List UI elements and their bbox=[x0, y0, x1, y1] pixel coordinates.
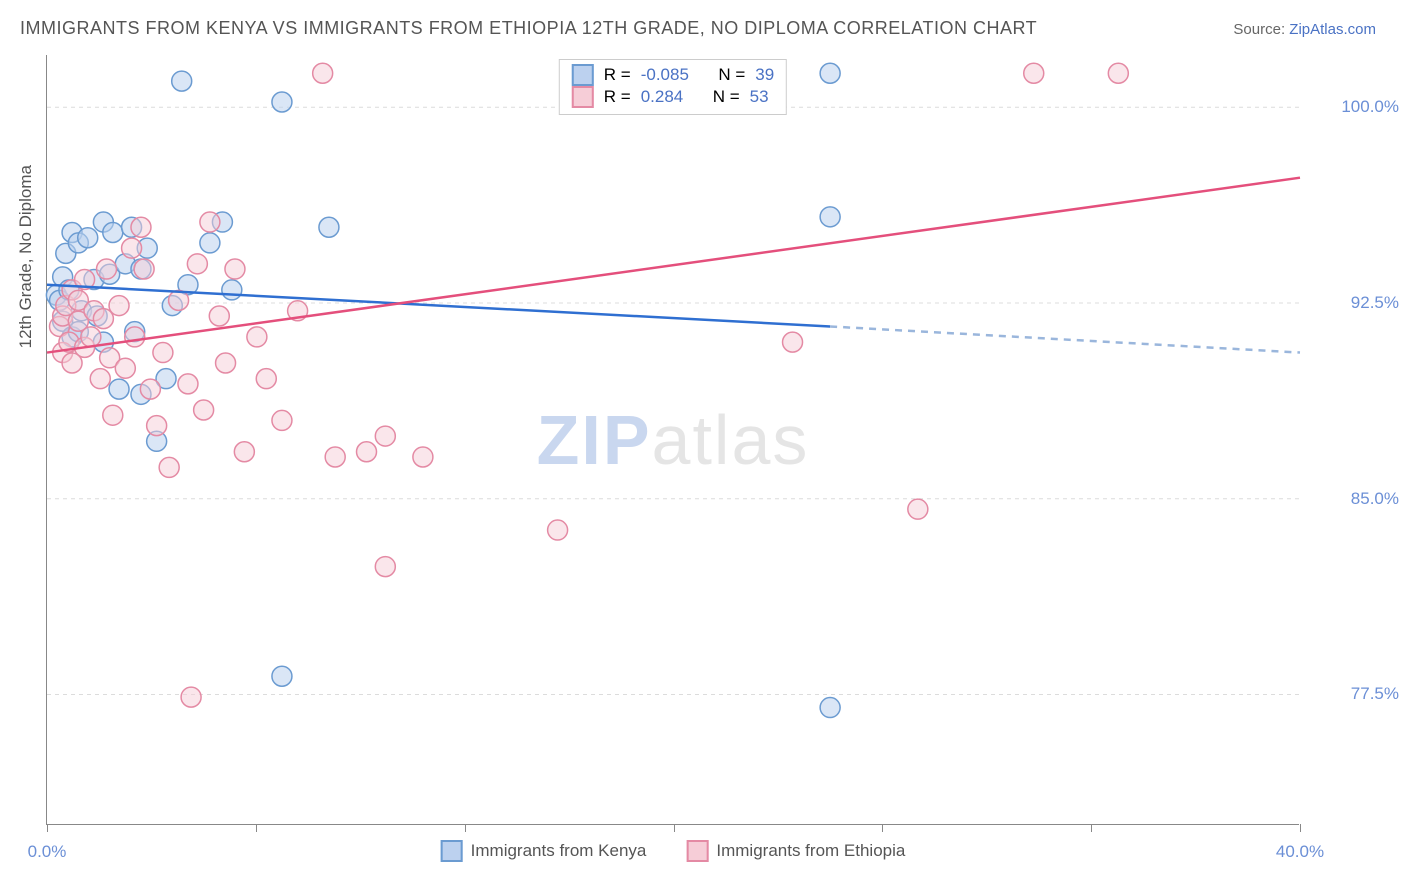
y-axis-label: 12th Grade, No Diploma bbox=[16, 165, 36, 348]
scatter-point bbox=[147, 416, 167, 436]
scatter-point bbox=[375, 426, 395, 446]
trend-line-kenya-dashed bbox=[830, 326, 1300, 352]
y-tick: 100.0% bbox=[1309, 97, 1399, 117]
source-label: Source: bbox=[1233, 21, 1285, 38]
n-value-kenya: 39 bbox=[755, 65, 774, 85]
x-tick-mark bbox=[1300, 824, 1301, 832]
scatter-point bbox=[216, 353, 236, 373]
chart-title: IMMIGRANTS FROM KENYA VS IMMIGRANTS FROM… bbox=[20, 18, 1037, 39]
scatter-point bbox=[153, 343, 173, 363]
plot-area: ZIPatlas R = -0.085 N = 39 R = 0.284 N =… bbox=[46, 55, 1299, 825]
x-tick: 0.0% bbox=[28, 842, 67, 862]
legend-label-ethiopia: Immigrants from Ethiopia bbox=[716, 841, 905, 861]
scatter-point bbox=[181, 687, 201, 707]
r-value-kenya: -0.085 bbox=[641, 65, 689, 85]
title-row: IMMIGRANTS FROM KENYA VS IMMIGRANTS FROM… bbox=[20, 18, 1376, 39]
scatter-point bbox=[272, 410, 292, 430]
scatter-point bbox=[247, 327, 267, 347]
scatter-point bbox=[131, 217, 151, 237]
scatter-point bbox=[125, 327, 145, 347]
scatter-point bbox=[313, 63, 333, 83]
r-value-ethiopia: 0.284 bbox=[641, 87, 684, 107]
scatter-point bbox=[90, 369, 110, 389]
x-tick: 40.0% bbox=[1276, 842, 1324, 862]
scatter-point bbox=[272, 666, 292, 686]
scatter-point bbox=[908, 499, 928, 519]
scatter-point bbox=[222, 280, 242, 300]
scatter-point bbox=[325, 447, 345, 467]
scatter-point bbox=[122, 238, 142, 258]
scatter-point bbox=[200, 212, 220, 232]
swatch-kenya bbox=[572, 64, 594, 86]
scatter-point bbox=[783, 332, 803, 352]
scatter-point bbox=[187, 254, 207, 274]
scatter-points bbox=[46, 63, 1128, 717]
scatter-point bbox=[357, 442, 377, 462]
scatter-point bbox=[256, 369, 276, 389]
source-link[interactable]: ZipAtlas.com bbox=[1289, 21, 1376, 38]
scatter-point bbox=[1108, 63, 1128, 83]
scatter-point bbox=[109, 296, 129, 316]
scatter-point bbox=[234, 442, 254, 462]
scatter-point bbox=[78, 228, 98, 248]
scatter-point bbox=[225, 259, 245, 279]
legend-swatch-kenya bbox=[441, 840, 463, 862]
plot-svg bbox=[47, 55, 1299, 824]
n-value-ethiopia: 53 bbox=[750, 87, 769, 107]
x-tick-mark bbox=[882, 824, 883, 832]
scatter-point bbox=[820, 207, 840, 227]
scatter-point bbox=[820, 698, 840, 718]
legend-item-ethiopia: Immigrants from Ethiopia bbox=[686, 840, 905, 862]
legend-item-kenya: Immigrants from Kenya bbox=[441, 840, 647, 862]
x-tick-mark bbox=[1091, 824, 1092, 832]
legend-bottom: Immigrants from Kenya Immigrants from Et… bbox=[441, 840, 906, 862]
scatter-point bbox=[209, 306, 229, 326]
r-label-kenya: R = bbox=[604, 65, 631, 85]
scatter-point bbox=[97, 259, 117, 279]
x-tick-mark bbox=[465, 824, 466, 832]
scatter-point bbox=[172, 71, 192, 91]
scatter-point bbox=[413, 447, 433, 467]
legend-stats-row-kenya: R = -0.085 N = 39 bbox=[572, 64, 774, 86]
scatter-point bbox=[375, 557, 395, 577]
scatter-point bbox=[134, 259, 154, 279]
legend-label-kenya: Immigrants from Kenya bbox=[471, 841, 647, 861]
scatter-point bbox=[103, 405, 123, 425]
scatter-point bbox=[548, 520, 568, 540]
scatter-point bbox=[159, 457, 179, 477]
x-tick-mark bbox=[47, 824, 48, 832]
y-tick: 77.5% bbox=[1309, 684, 1399, 704]
scatter-point bbox=[103, 222, 123, 242]
scatter-point bbox=[1024, 63, 1044, 83]
scatter-point bbox=[81, 327, 101, 347]
legend-stats-row-ethiopia: R = 0.284 N = 53 bbox=[572, 86, 774, 108]
scatter-point bbox=[140, 379, 160, 399]
n-label-kenya: N = bbox=[718, 65, 745, 85]
x-tick-mark bbox=[256, 824, 257, 832]
scatter-point bbox=[178, 374, 198, 394]
scatter-point bbox=[319, 217, 339, 237]
scatter-point bbox=[200, 233, 220, 253]
scatter-point bbox=[115, 358, 135, 378]
scatter-point bbox=[272, 92, 292, 112]
swatch-ethiopia bbox=[572, 86, 594, 108]
scatter-point bbox=[820, 63, 840, 83]
legend-stats: R = -0.085 N = 39 R = 0.284 N = 53 bbox=[559, 59, 787, 115]
scatter-point bbox=[109, 379, 129, 399]
n-label-ethiopia: N = bbox=[713, 87, 740, 107]
y-tick: 92.5% bbox=[1309, 293, 1399, 313]
y-tick: 85.0% bbox=[1309, 489, 1399, 509]
legend-swatch-ethiopia bbox=[686, 840, 708, 862]
r-label-ethiopia: R = bbox=[604, 87, 631, 107]
x-tick-mark bbox=[674, 824, 675, 832]
scatter-point bbox=[194, 400, 214, 420]
scatter-point bbox=[169, 290, 189, 310]
gridlines bbox=[47, 107, 1300, 694]
source: Source: ZipAtlas.com bbox=[1233, 21, 1376, 38]
